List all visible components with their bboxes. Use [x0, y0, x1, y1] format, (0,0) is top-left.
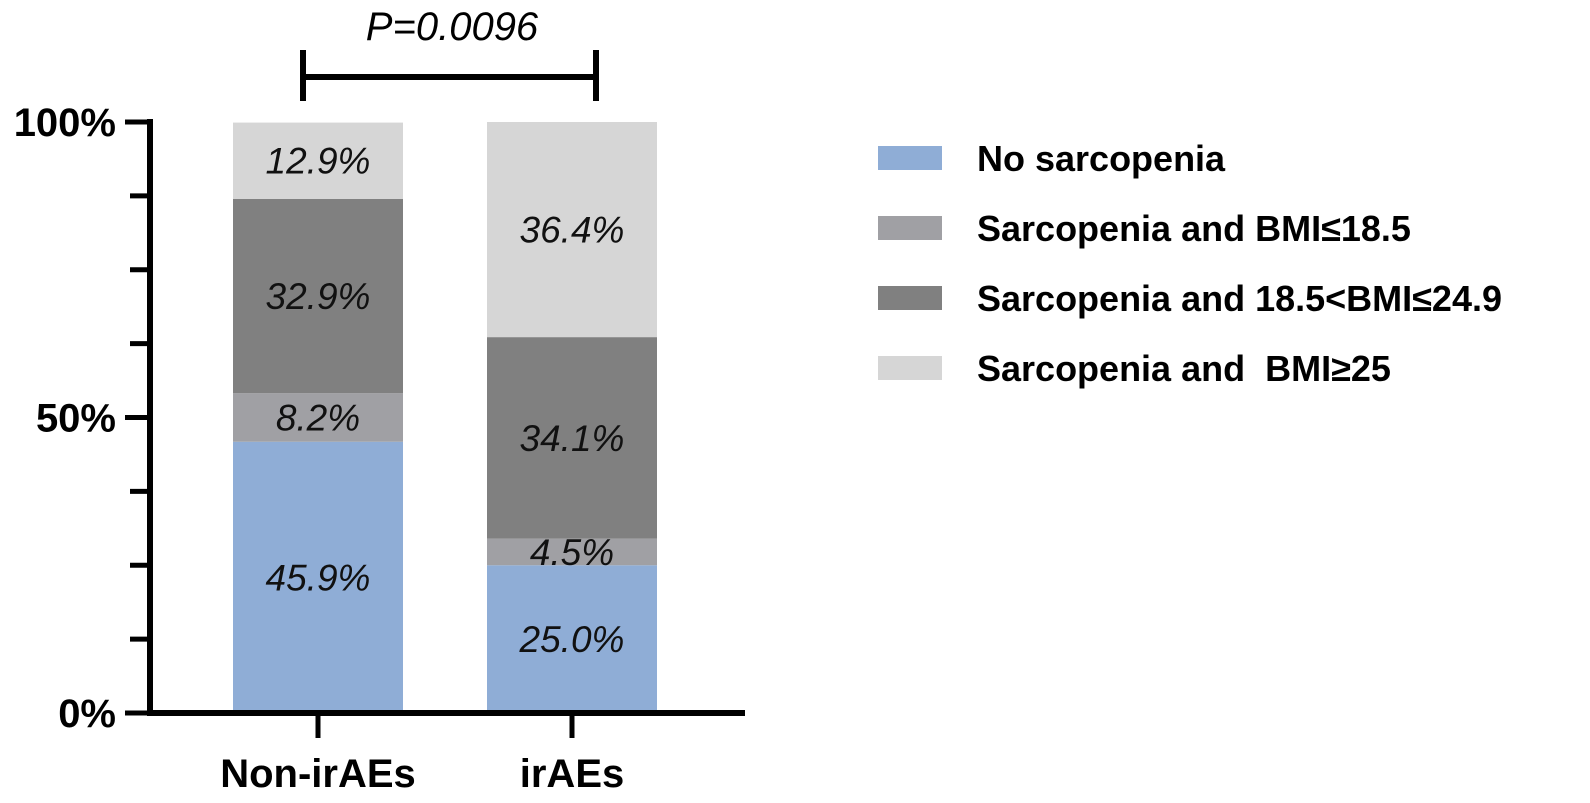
bar-segment-iraes-sarcopenia-and-18-5-bmi-24-9 [487, 337, 657, 539]
data-label-iraes-sarcopenia-and-18-5-bmi-24-9: 34.1% [520, 418, 625, 459]
bar-segment-non-iraes-sarcopenia-and-bmi-25 [233, 122, 403, 199]
bar-segment-non-iraes-no-sarcopenia [233, 441, 403, 713]
legend-label-sarcopenia-and-bmi-18-5: Sarcopenia and BMI≤18.5 [977, 208, 1411, 249]
legend: No sarcopenia Sarcopenia and BMI≤18.5 Sarc… [878, 138, 1502, 389]
data-label-iraes-sarcopenia-and-bmi-18-5: 4.5% [530, 532, 614, 573]
legend-swatch-no-sarcopenia [878, 146, 942, 170]
legend-swatch-sarcopenia-and-bmi-25 [878, 356, 942, 380]
y-ticks-layer: 0% 50% 100% [14, 101, 150, 736]
x-category-label-iraes: irAEs [520, 752, 625, 796]
y-tick-label: 0% [58, 692, 116, 736]
data-label-non-iraes-sarcopenia-and-bmi-18-5: 8.2% [276, 398, 360, 439]
legend-label-sarcopenia-and-bmi-25: Sarcopenia and BMI≥25 [977, 348, 1391, 389]
y-tick-label: 100% [14, 101, 116, 145]
data-label-iraes-no-sarcopenia: 25.0% [519, 619, 625, 660]
legend-label-sarcopenia-and-18-5-bmi-24-9: Sarcopenia and 18.5<BMI≤24.9 [977, 278, 1502, 319]
data-label-iraes-sarcopenia-and-bmi-25: 36.4% [520, 210, 625, 251]
bar-segment-non-iraes-sarcopenia-and-18-5-bmi-24-9 [233, 198, 403, 394]
x-ticks-layer: Non-irAEs irAEs [220, 713, 624, 796]
data-labels-layer: 45.9% 8.2% 32.9% 12.9% 25.0% 4.5% 34.1% 36.4% [266, 141, 625, 660]
legend-swatch-sarcopenia-and-bmi-18-5 [878, 216, 942, 240]
bar-segment-iraes-sarcopenia-and-bmi-25 [487, 122, 657, 338]
p-value-label: P=0.0096 [366, 5, 539, 49]
data-label-non-iraes-no-sarcopenia: 45.9% [266, 557, 371, 598]
data-label-non-iraes-sarcopenia-and-18-5-bmi-24-9: 32.9% [266, 276, 371, 317]
data-label-non-iraes-sarcopenia-and-bmi-25: 12.9% [266, 141, 371, 182]
x-category-label-non-iraes: Non-irAEs [220, 752, 416, 796]
y-tick-label: 50% [36, 397, 116, 441]
significance-bracket: P=0.0096 [300, 5, 599, 101]
bar-segment-non-iraes-sarcopenia-and-bmi-18-5 [233, 393, 403, 442]
bar-segment-iraes-sarcopenia-and-bmi-18-5 [487, 538, 657, 566]
legend-swatch-sarcopenia-and-18-5-bmi-24-9 [878, 286, 942, 310]
bar-segment-iraes-no-sarcopenia [487, 565, 657, 713]
bars-layer [233, 122, 657, 713]
legend-label-no-sarcopenia: No sarcopenia [977, 138, 1226, 179]
